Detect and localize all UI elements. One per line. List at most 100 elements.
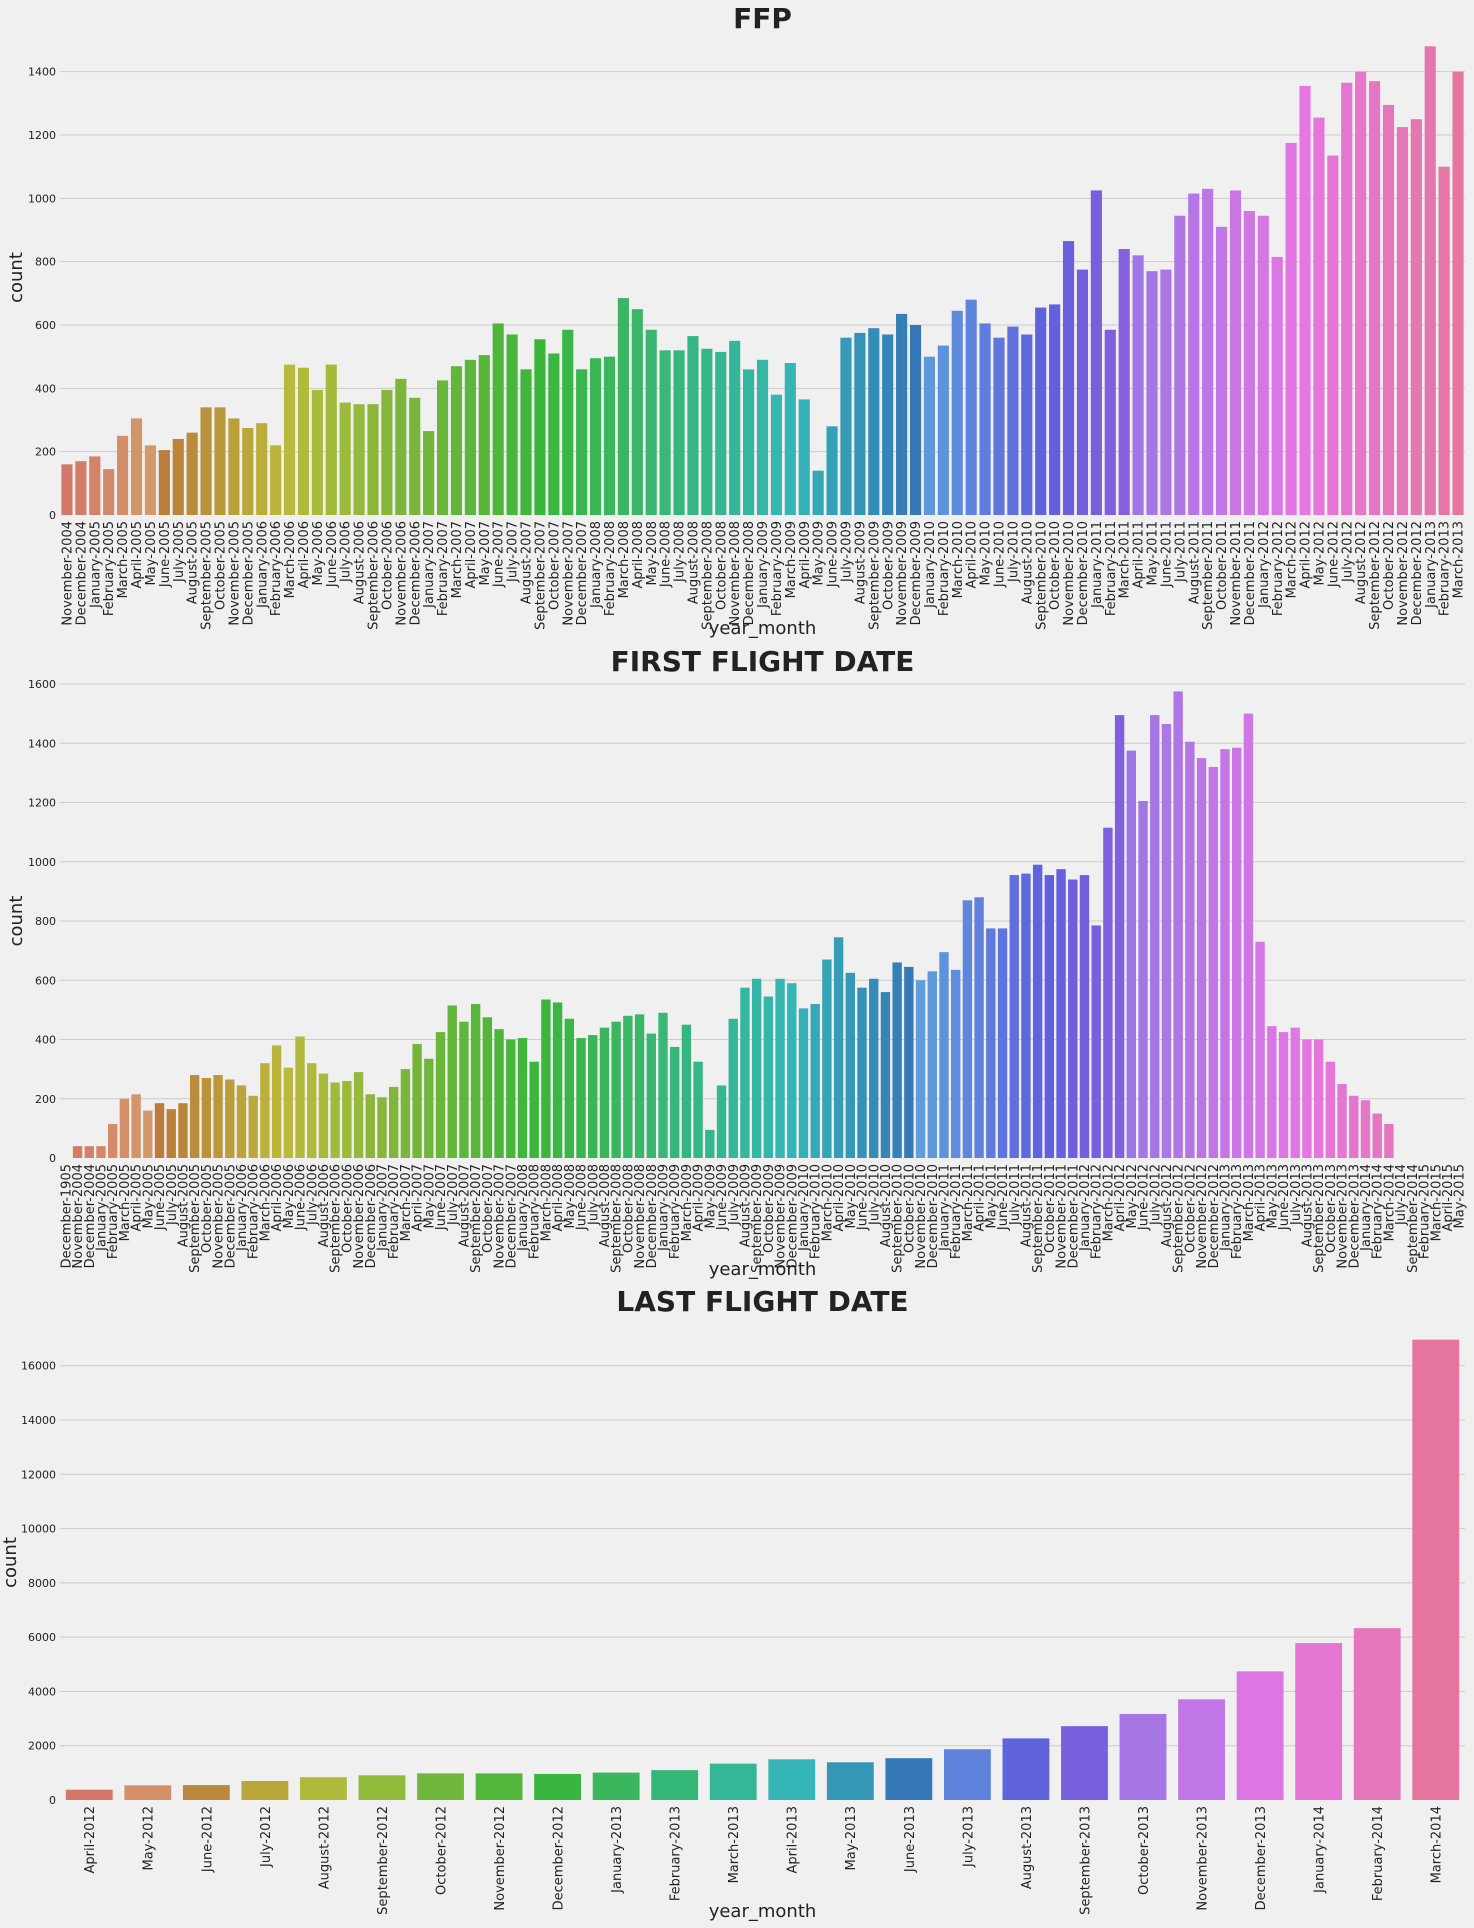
bar: [634, 1014, 645, 1158]
x-tick-label: June-2010: [993, 521, 1008, 588]
x-tick-label: April-2015: [1441, 1164, 1456, 1232]
bar: [951, 310, 963, 515]
bar: [297, 367, 310, 515]
bar: [599, 1027, 610, 1158]
bar: [520, 369, 532, 515]
bar: [768, 1759, 816, 1800]
y-axis-label: count: [6, 896, 27, 947]
x-tick-label: September-2011: [1201, 521, 1216, 630]
bar: [756, 359, 769, 515]
x-tick-label: February-2008: [528, 1164, 543, 1259]
bar: [1146, 271, 1158, 515]
x-tick-label: March-2005: [118, 1164, 133, 1241]
bar: [450, 366, 463, 515]
x-tick-label: August-2005: [176, 1164, 191, 1247]
bar: [96, 1146, 106, 1158]
x-tick-label: July-2014: [1394, 1164, 1409, 1226]
x-tick-label: July-2011: [1008, 1164, 1023, 1226]
bar: [882, 334, 894, 515]
x-tick-label: May-2008: [563, 1164, 578, 1228]
y-tick-label: 1600: [28, 678, 56, 691]
x-tick-label: October-2012: [1183, 1164, 1198, 1253]
bar: [517, 1038, 528, 1158]
bar: [1035, 307, 1047, 515]
x-tick-label: December-2006: [408, 521, 423, 625]
bar: [1372, 1113, 1382, 1158]
bar: [892, 962, 902, 1158]
bar: [770, 394, 782, 515]
bar: [242, 427, 254, 515]
x-tick-label: February-2009: [770, 521, 785, 616]
x-tick-label: December-2005: [241, 521, 256, 625]
x-tick-label: August-2006: [353, 521, 368, 604]
x-tick-label: July-2010: [1006, 521, 1021, 583]
bar: [1410, 119, 1422, 516]
x-tick-label: November-2004: [61, 521, 76, 626]
x-tick-label: May-2006: [282, 1164, 297, 1228]
x-tick-label: July-2008: [673, 521, 688, 583]
bar: [854, 332, 866, 515]
x-tick-label: November-2012: [1195, 1164, 1210, 1269]
bar: [798, 399, 810, 515]
bar: [1285, 142, 1297, 516]
x-tick-label: July-2005: [165, 1164, 180, 1226]
x-tick-label: July-2006: [305, 1164, 320, 1226]
x-tick-label: November-2010: [914, 1164, 929, 1269]
x-tick-label: September-2012: [376, 1806, 391, 1915]
x-tick-label: November-2013: [1336, 1164, 1351, 1269]
bar: [1302, 1039, 1312, 1158]
bar: [840, 337, 852, 515]
bar: [130, 418, 143, 515]
bar: [1103, 827, 1113, 1158]
bar: [1257, 215, 1269, 515]
bar: [1062, 241, 1075, 515]
x-tick-label: January-2005: [88, 521, 103, 609]
x-tick-label: January-2006: [235, 1164, 250, 1252]
bar: [1196, 758, 1207, 1158]
x-tick-label: May-2010: [979, 521, 994, 585]
bar: [1032, 864, 1043, 1158]
x-tick-label: December-2008: [742, 521, 757, 625]
x-tick-label: March-2006: [258, 1164, 273, 1241]
x-tick-label: February-2005: [102, 521, 117, 616]
x-tick-label: November-2006: [394, 521, 409, 626]
x-tick-label: June-2009: [715, 1164, 730, 1231]
bar: [1132, 255, 1144, 515]
bar: [1384, 1123, 1394, 1158]
bar: [787, 983, 797, 1158]
x-tick-label: September-2010: [1034, 521, 1049, 630]
x-tick-label: January-2011: [1090, 521, 1105, 609]
x-tick-label: June-2012: [200, 1806, 215, 1873]
bar: [728, 1018, 738, 1158]
bar: [974, 897, 984, 1158]
x-tick-label: November-2009: [895, 521, 910, 626]
x-tick-label: August-2006: [317, 1164, 332, 1247]
bar: [1353, 1628, 1401, 1800]
x-tick-label: December-2012: [1410, 521, 1425, 625]
x-tick-label: November-2006: [352, 1164, 367, 1269]
bar: [1061, 1726, 1108, 1800]
x-tick-label: July-2010: [867, 1164, 882, 1226]
bar: [631, 309, 643, 515]
x-tick-label: May-2006: [311, 521, 326, 585]
x-tick-label: October-2008: [714, 521, 729, 610]
bar: [459, 1021, 469, 1158]
x-tick-label: October-2006: [340, 1164, 355, 1253]
y-tick-label: 1000: [28, 192, 56, 205]
bar: [927, 971, 937, 1158]
x-tick-label: August-2008: [687, 521, 702, 604]
x-tick-label: February-2013: [669, 1806, 684, 1901]
bar: [470, 1003, 481, 1158]
bar: [646, 1033, 656, 1158]
x-tick-label: January-2005: [95, 1164, 110, 1252]
x-tick-label: April-2012: [83, 1806, 98, 1874]
bar: [103, 469, 115, 515]
bar: [1327, 155, 1339, 515]
x-tick-label: June-2007: [492, 521, 507, 588]
y-axis-label: count: [0, 1537, 21, 1588]
bar: [325, 364, 337, 515]
x-tick-label: October-2005: [200, 1164, 215, 1253]
bar: [178, 1103, 188, 1158]
y-tick-label: 800: [35, 256, 56, 269]
bar: [670, 1046, 680, 1158]
